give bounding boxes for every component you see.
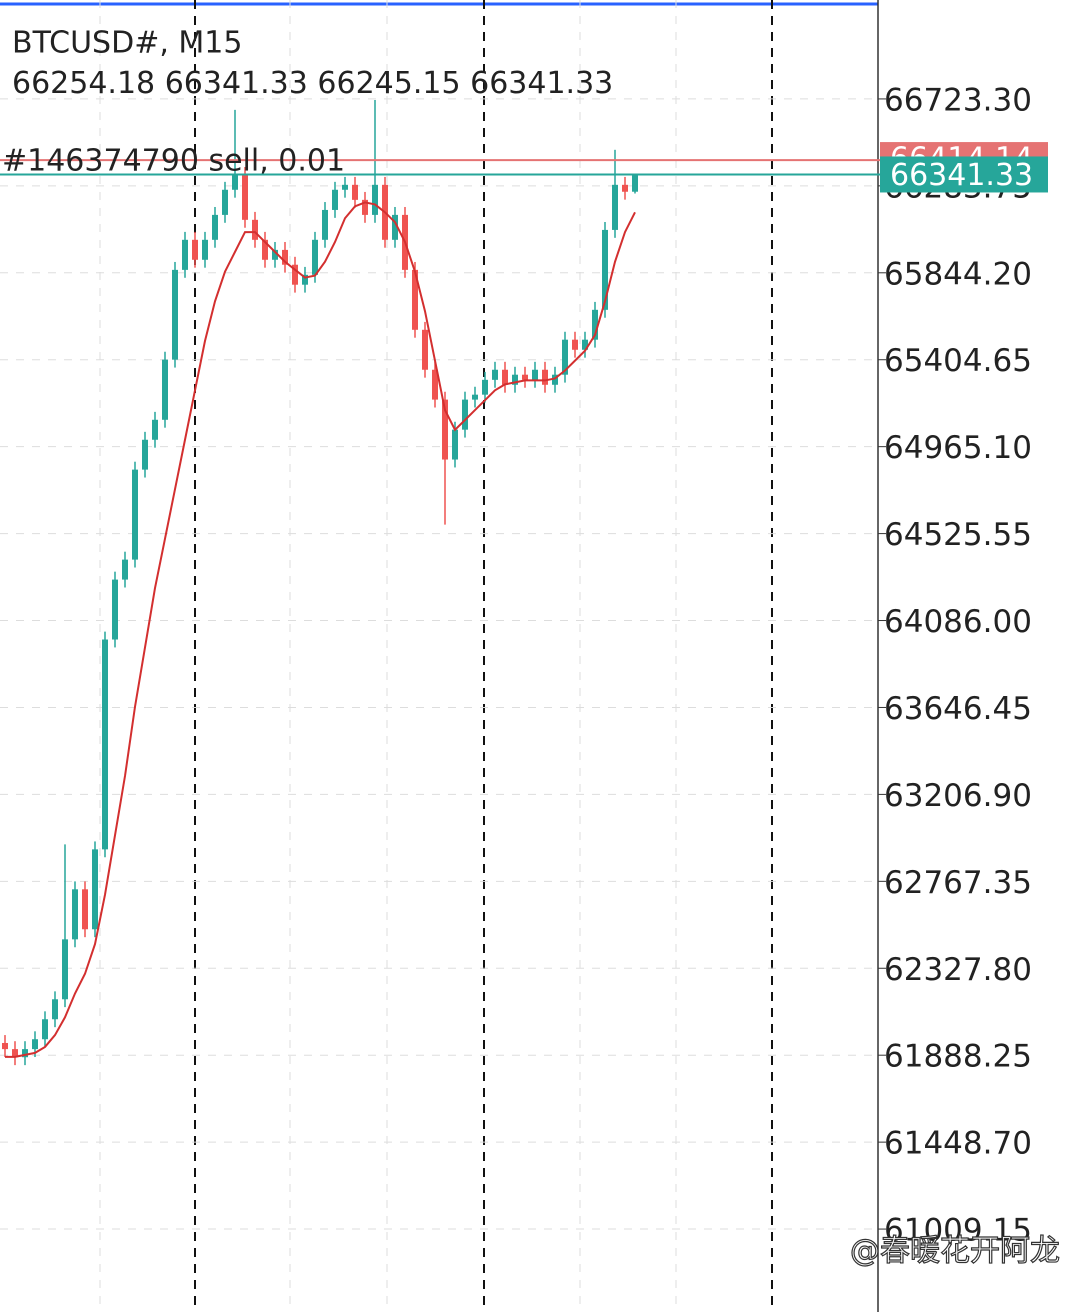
candle-body <box>272 249 278 260</box>
candle-body <box>632 174 638 192</box>
candle-body <box>262 239 268 260</box>
candle-body <box>102 639 108 850</box>
y-tick-label: 64965.10 <box>884 430 1032 466</box>
candle-body <box>602 229 608 310</box>
ohlc-low: 66245.15 <box>317 66 460 101</box>
y-tick-label: 65404.65 <box>884 343 1032 379</box>
candle-body <box>552 374 558 385</box>
candle-body <box>452 429 458 460</box>
candle-body <box>332 189 338 210</box>
candle-body <box>492 369 498 380</box>
y-tick-label: 61009.15 <box>884 1213 1032 1249</box>
candle-body <box>282 249 288 265</box>
candle-body <box>512 374 518 385</box>
candle-body <box>622 184 628 192</box>
candle-body <box>12 1049 18 1058</box>
candle-body <box>472 394 478 400</box>
candle-body <box>532 369 538 380</box>
ohlc-open: 66254.18 <box>12 66 155 101</box>
candle-body <box>232 174 238 190</box>
candle-body <box>162 359 168 420</box>
y-tick-label: 63206.90 <box>884 778 1032 814</box>
candle-body <box>612 184 618 230</box>
y-tick-label: 62327.80 <box>884 952 1032 988</box>
candle-body <box>182 239 188 270</box>
candle-body <box>32 1039 38 1050</box>
candle-body <box>322 209 328 240</box>
candle-body <box>572 339 578 350</box>
candle-body <box>372 184 378 215</box>
candle-body <box>592 309 598 340</box>
candle-body <box>542 369 548 385</box>
candle-body <box>502 369 508 385</box>
candle-body <box>222 189 228 215</box>
y-tick-label: 63646.45 <box>884 691 1032 727</box>
moving-average <box>5 201 636 1058</box>
ohlc-high: 66341.33 <box>165 66 308 101</box>
candle-body <box>412 269 418 330</box>
chart-title: BTCUSD#, M15 <box>12 26 242 61</box>
candle-body <box>582 339 588 350</box>
candle-body <box>142 439 148 470</box>
candle-body <box>242 174 248 220</box>
y-tick-label: 64525.55 <box>884 517 1032 553</box>
candle-body <box>212 214 218 240</box>
period-separators <box>194 0 773 1312</box>
plot: 66723.3066283.7565844.2065404.6564965.10… <box>0 82 1032 1249</box>
candle-body <box>352 184 358 200</box>
y-tick-label: 61888.25 <box>884 1039 1032 1075</box>
candle-body <box>292 264 298 285</box>
candle-body <box>432 369 438 400</box>
candle-body <box>362 199 368 215</box>
candle-body <box>342 184 348 190</box>
y-tick-label: 64086.00 <box>884 604 1032 640</box>
candle-body <box>522 374 528 380</box>
candle-body <box>252 219 258 240</box>
candle-body <box>562 339 568 375</box>
y-tick-label: 65844.20 <box>884 256 1032 292</box>
y-tick-label: 61448.70 <box>884 1126 1032 1162</box>
price-box <box>880 156 1048 193</box>
candle-body <box>202 239 208 260</box>
candle-body <box>92 849 98 930</box>
overlay: #146374790 sell, 0.0166414.1466341.33 <box>0 142 1048 193</box>
candle-body <box>312 239 318 275</box>
candle-body <box>62 939 68 1000</box>
price-label: 66341.33 <box>890 158 1033 193</box>
candle-body <box>112 579 118 640</box>
y-tick-label: 62767.35 <box>884 865 1032 901</box>
order-label: #146374790 sell, 0.01 <box>2 144 345 179</box>
ohlc-readout: 66254.18 66341.33 66245.15 66341.33 <box>12 66 613 101</box>
candle-body <box>192 239 198 260</box>
candle-body <box>132 469 138 560</box>
candle-body <box>72 889 78 940</box>
vertical-grid <box>99 0 677 1312</box>
candle-body <box>52 999 58 1020</box>
candle-body <box>422 329 428 370</box>
candle-body <box>172 269 178 360</box>
watermark: @春暖花开阿龙 <box>850 1234 1060 1269</box>
candle-body <box>2 1042 8 1050</box>
candle-body <box>482 379 488 395</box>
ohlc-close: 66341.33 <box>470 66 613 101</box>
candle-body <box>442 399 448 460</box>
candle-body <box>462 399 468 430</box>
candle-body <box>22 1049 28 1058</box>
candle-body <box>122 559 128 580</box>
candle-body <box>42 1019 48 1040</box>
candle-body <box>392 214 398 240</box>
candle-body <box>302 274 308 285</box>
candle-body <box>82 889 88 930</box>
y-tick-label: 66723.30 <box>884 82 1032 118</box>
candle-body <box>152 419 158 440</box>
